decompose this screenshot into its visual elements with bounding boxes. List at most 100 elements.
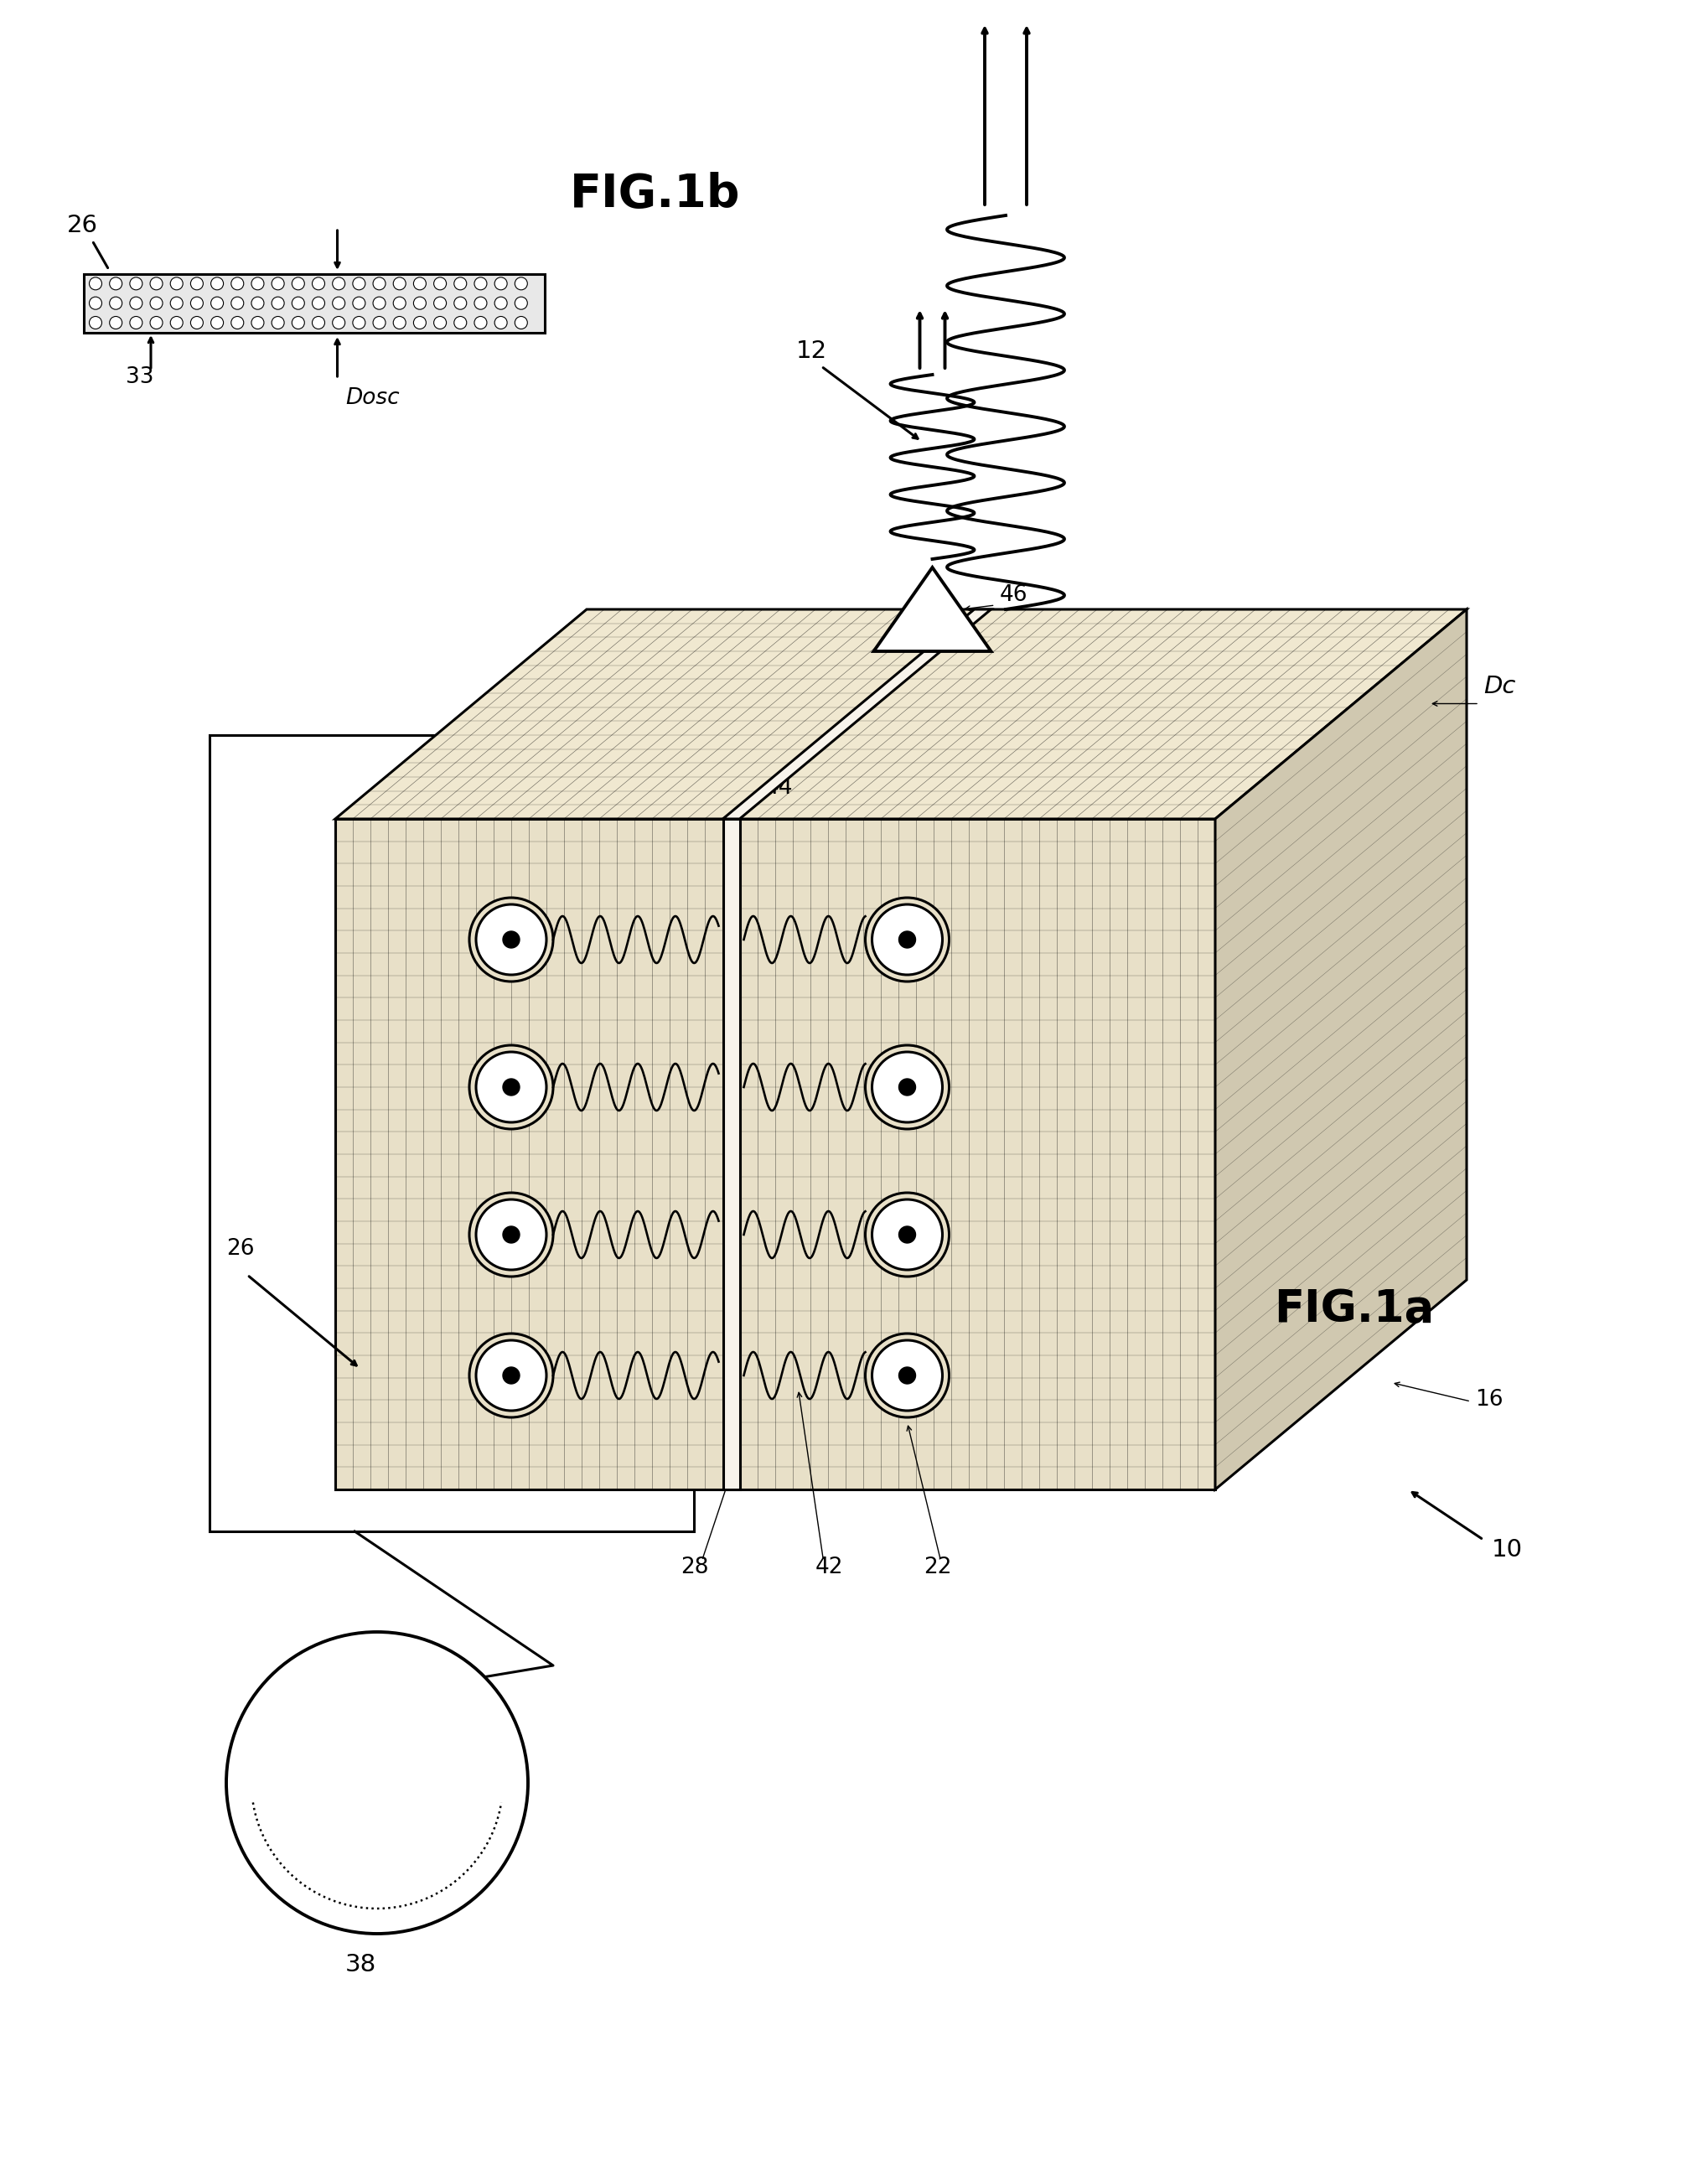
Circle shape [866,1192,950,1277]
Circle shape [292,296,304,309]
Circle shape [470,899,553,981]
Circle shape [495,315,507,328]
Circle shape [171,296,183,309]
Circle shape [475,315,487,328]
Circle shape [251,296,265,309]
Circle shape [313,276,325,289]
Circle shape [109,315,121,328]
Circle shape [292,276,304,289]
Circle shape [89,296,102,309]
Circle shape [313,315,325,328]
Circle shape [413,276,425,289]
Circle shape [150,296,162,309]
Circle shape [109,296,121,309]
Circle shape [866,1045,950,1130]
Circle shape [231,296,244,309]
Circle shape [470,1333,553,1417]
Circle shape [477,1199,547,1270]
Circle shape [272,315,284,328]
Circle shape [393,276,407,289]
Circle shape [898,931,915,948]
Text: 42: 42 [815,1557,844,1579]
Circle shape [873,1052,943,1123]
Circle shape [210,296,224,309]
Circle shape [898,1078,915,1095]
Text: 22: 22 [924,1557,951,1579]
Circle shape [231,276,244,289]
Polygon shape [335,609,1467,819]
Circle shape [191,276,203,289]
Circle shape [873,905,943,974]
Bar [722,819,740,1490]
Text: 33: 33 [126,367,154,389]
Circle shape [354,276,366,289]
Polygon shape [335,819,1214,1490]
Text: 26: 26 [225,1238,254,1259]
Circle shape [502,1078,519,1095]
Circle shape [272,276,284,289]
Circle shape [514,276,528,289]
Circle shape [434,315,446,328]
Circle shape [210,276,224,289]
Circle shape [502,1227,519,1242]
Circle shape [109,276,121,289]
Circle shape [372,276,386,289]
Polygon shape [874,568,991,652]
Circle shape [333,276,345,289]
Circle shape [130,296,142,309]
Circle shape [333,315,345,328]
Circle shape [292,315,304,328]
Circle shape [130,276,142,289]
Circle shape [514,315,528,328]
Circle shape [514,296,528,309]
Circle shape [475,276,487,289]
Circle shape [89,276,102,289]
Circle shape [393,315,407,328]
Circle shape [231,315,244,328]
Circle shape [251,315,265,328]
Text: 44: 44 [765,778,793,799]
Circle shape [225,1633,528,1933]
Text: 12: 12 [796,339,827,363]
Circle shape [251,276,265,289]
Text: 10: 10 [1491,1538,1524,1562]
Circle shape [150,276,162,289]
Circle shape [477,1339,547,1410]
Circle shape [475,296,487,309]
Text: FIG.1a: FIG.1a [1274,1287,1435,1331]
Circle shape [191,315,203,328]
Text: FIG.1b: FIG.1b [570,173,741,218]
Polygon shape [1214,609,1467,1490]
Circle shape [89,315,102,328]
Circle shape [171,276,183,289]
Text: 28: 28 [681,1557,709,1579]
Text: Dc: Dc [1483,674,1515,698]
Circle shape [502,1367,519,1385]
Circle shape [130,315,142,328]
Circle shape [470,1192,553,1277]
Text: 46: 46 [999,583,1028,607]
Circle shape [502,931,519,948]
Circle shape [898,1367,915,1385]
Circle shape [470,1045,553,1130]
Circle shape [354,315,366,328]
Circle shape [413,296,425,309]
Text: 26: 26 [67,214,97,238]
Circle shape [866,1333,950,1417]
Circle shape [210,315,224,328]
Circle shape [372,315,386,328]
Circle shape [454,296,466,309]
Circle shape [150,315,162,328]
Circle shape [477,905,547,974]
Text: 38: 38 [345,1953,376,1976]
Circle shape [333,296,345,309]
Circle shape [354,296,366,309]
Circle shape [495,296,507,309]
Circle shape [191,296,203,309]
Circle shape [171,315,183,328]
Bar [210,734,693,1531]
Circle shape [434,296,446,309]
Circle shape [898,1227,915,1242]
Polygon shape [722,609,991,819]
Circle shape [873,1199,943,1270]
